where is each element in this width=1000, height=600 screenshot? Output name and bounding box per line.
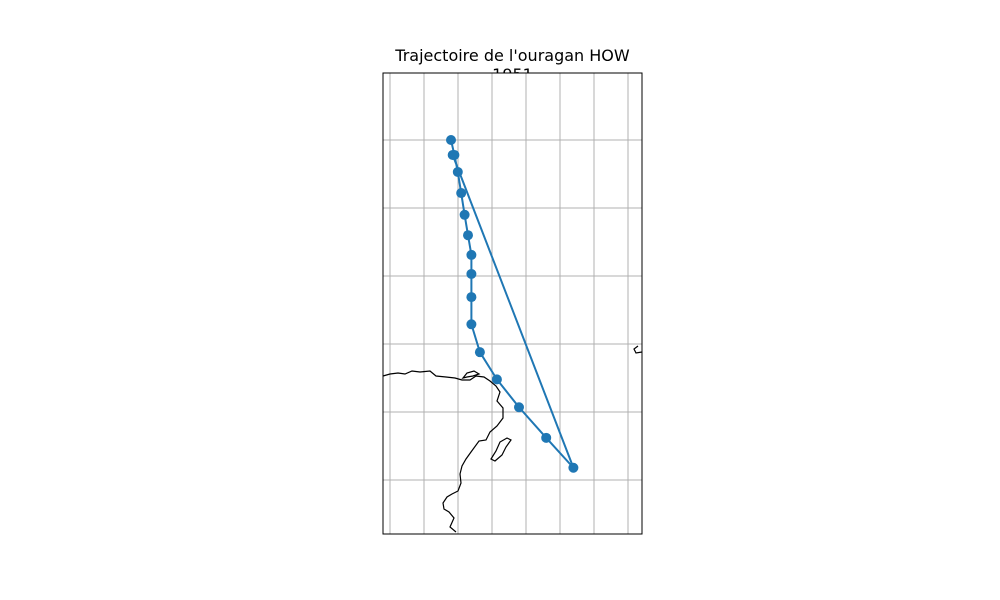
track-point bbox=[466, 292, 477, 303]
track-point bbox=[466, 319, 477, 330]
coastline-north bbox=[382, 370, 504, 533]
track-point bbox=[463, 230, 473, 241]
track-point bbox=[456, 188, 467, 199]
coastline bbox=[382, 345, 643, 533]
coastline-inlet bbox=[461, 370, 481, 380]
track-point bbox=[568, 462, 579, 473]
coastline-island bbox=[490, 437, 512, 462]
grid bbox=[383, 73, 642, 534]
track-point bbox=[541, 432, 552, 443]
track-point bbox=[446, 135, 456, 145]
track-point bbox=[447, 149, 458, 160]
track-marks bbox=[446, 135, 579, 473]
plot-frame bbox=[382, 72, 643, 535]
track-point bbox=[474, 347, 485, 358]
track-point bbox=[514, 402, 524, 413]
track-point bbox=[459, 209, 470, 220]
track-point bbox=[466, 268, 477, 279]
track-point bbox=[466, 249, 477, 260]
track-line bbox=[450, 139, 575, 469]
track-point bbox=[452, 166, 463, 177]
plot-area bbox=[383, 73, 642, 534]
coastline-cay bbox=[633, 345, 643, 354]
track-point bbox=[491, 374, 502, 385]
